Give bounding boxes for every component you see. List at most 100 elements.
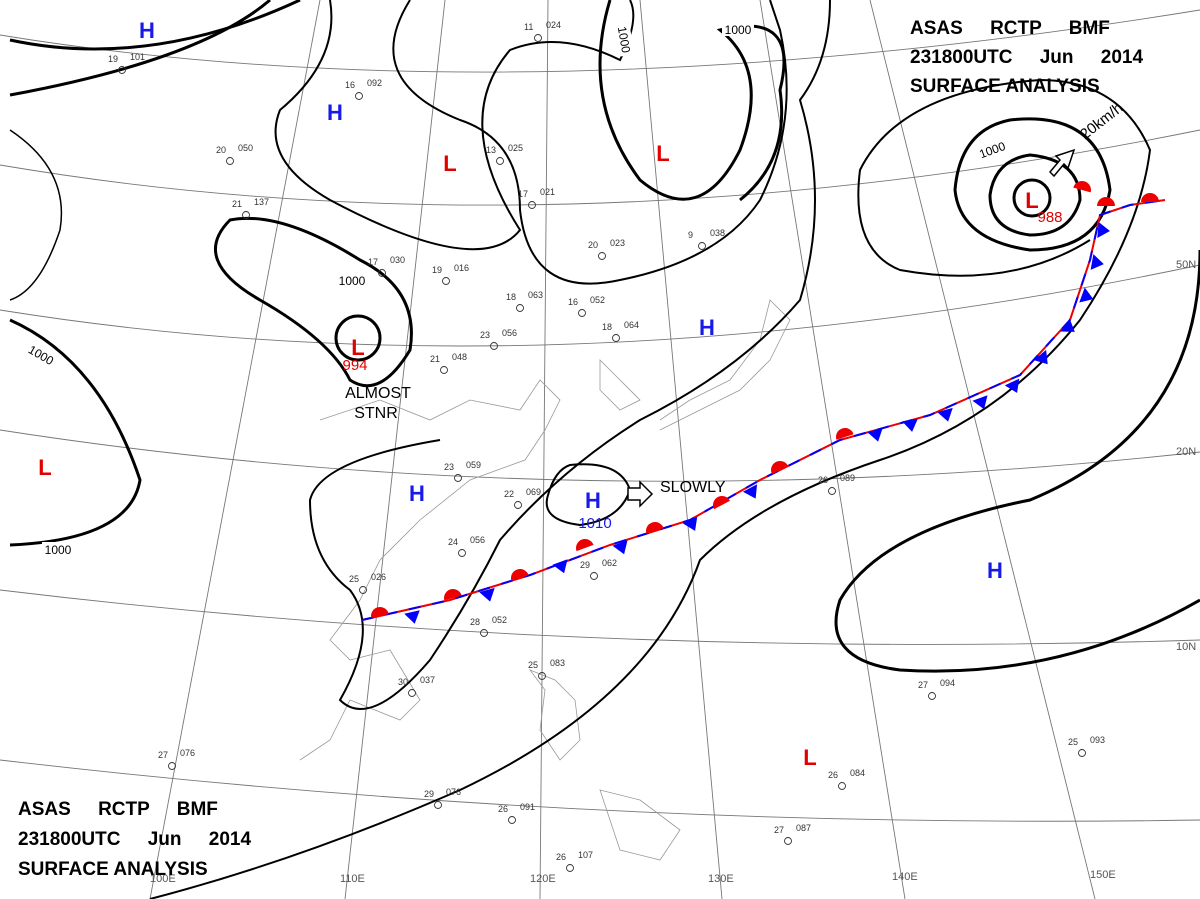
station-marker xyxy=(242,211,250,219)
longitude-label: 100E xyxy=(150,873,176,885)
station-marker xyxy=(434,801,442,809)
station-temperature: 27 xyxy=(774,825,784,835)
coast xyxy=(599,789,681,861)
center-pressure: 994 xyxy=(342,357,367,374)
stationary-front xyxy=(361,181,1166,624)
station-marker xyxy=(534,34,542,42)
isobar xyxy=(9,0,301,51)
station-temperature: 22 xyxy=(504,489,514,499)
station-temperature: 11 xyxy=(524,22,533,32)
annotation: SLOWLY xyxy=(660,479,726,496)
isobar xyxy=(834,249,1200,673)
pressure-center: H xyxy=(409,481,425,506)
coast xyxy=(528,669,581,761)
meridian xyxy=(149,0,321,899)
station-marker xyxy=(226,157,234,165)
label-bg xyxy=(974,137,1010,162)
cold-front-symbol xyxy=(1090,254,1104,270)
station-pressure: 076 xyxy=(180,748,195,758)
front-line xyxy=(361,199,1166,621)
station-pressure: 087 xyxy=(796,823,811,833)
station-temperature: 17 xyxy=(518,189,528,199)
isobar xyxy=(274,0,635,251)
isobar xyxy=(392,0,788,285)
isobar xyxy=(213,216,413,388)
isobar xyxy=(545,463,632,527)
station-marker xyxy=(168,762,176,770)
station-marker xyxy=(408,689,416,697)
warm-front-symbol xyxy=(371,607,389,619)
isobar xyxy=(953,117,1112,252)
station-temperature: 18 xyxy=(506,292,516,302)
station-temperature: 18 xyxy=(602,322,612,332)
isobar-label: 1000 xyxy=(339,274,366,288)
meridian xyxy=(639,0,723,899)
label-bg xyxy=(615,22,635,57)
station-pressure: 059 xyxy=(466,460,481,470)
station-temperature: 27 xyxy=(158,750,168,760)
station-marker xyxy=(458,549,466,557)
station-temperature: 20 xyxy=(216,145,226,155)
header-line: SURFACE ANALYSIS xyxy=(18,859,208,880)
pressure-center: L xyxy=(351,335,364,360)
center-pressure: 1010 xyxy=(578,515,611,532)
pressure-center: L xyxy=(443,151,456,176)
cold-front-symbol xyxy=(1004,378,1020,393)
motion-arrow xyxy=(1048,148,1076,178)
label-bg xyxy=(336,273,368,287)
station-pressure: 021 xyxy=(540,187,555,197)
station-temperature: 28 xyxy=(470,617,480,627)
station-marker xyxy=(590,572,598,580)
station-marker xyxy=(490,342,498,350)
station-pressure: 038 xyxy=(710,228,725,238)
latitude-label: 50N xyxy=(1176,259,1196,271)
station-pressure: 050 xyxy=(238,143,253,153)
warm-front-symbol xyxy=(444,589,462,601)
station-marker xyxy=(698,242,706,250)
station-pressure: 094 xyxy=(940,678,955,688)
station-temperature: 26 xyxy=(828,770,838,780)
parallel xyxy=(0,129,1200,206)
station-marker xyxy=(566,864,574,872)
station-temperature: 26 xyxy=(556,852,566,862)
station-pressure: 083 xyxy=(550,658,565,668)
pressure-center: H xyxy=(699,315,715,340)
longitude-label: 130E xyxy=(708,873,734,885)
warm-front-symbol xyxy=(1097,197,1115,206)
station-temperature: 27 xyxy=(918,680,928,690)
station-marker xyxy=(838,782,846,790)
motion-arrow xyxy=(627,480,654,508)
parallel xyxy=(0,759,1200,822)
label-bg xyxy=(24,340,59,369)
station-marker xyxy=(359,586,367,594)
station-pressure: 025 xyxy=(508,143,523,153)
station-pressure: 137 xyxy=(254,197,269,207)
station-pressure: 023 xyxy=(610,238,625,248)
station-pressure: 062 xyxy=(602,558,617,568)
pressure-center: L xyxy=(1025,188,1038,213)
coastlines xyxy=(299,299,791,861)
station-pressure: 091 xyxy=(520,802,535,812)
station-temperature: 23 xyxy=(444,462,454,472)
annotation: ALMOST xyxy=(345,385,411,402)
warm-front-symbol xyxy=(1073,181,1091,193)
station-pressure: 026 xyxy=(371,572,386,582)
station-marker xyxy=(514,501,522,509)
station-pressure: 092 xyxy=(367,78,382,88)
header-line: 231800UTC Jun 2014 xyxy=(18,829,251,850)
station-marker xyxy=(480,629,488,637)
cold-front-symbol xyxy=(1079,287,1094,303)
station-marker xyxy=(378,269,386,277)
longitude-label: 150E xyxy=(1090,869,1116,881)
station-temperature: 24 xyxy=(448,537,458,547)
coast xyxy=(299,379,561,761)
warm-front-symbol xyxy=(1141,193,1159,202)
station-temperature: 29 xyxy=(580,560,590,570)
coast xyxy=(659,299,791,431)
pressure-center: L xyxy=(656,141,669,166)
header-line: ASAS RCTP BMF xyxy=(18,799,218,820)
station-pressure: 063 xyxy=(528,290,543,300)
station-pressure: 069 xyxy=(526,487,541,497)
station-marker xyxy=(440,366,448,374)
